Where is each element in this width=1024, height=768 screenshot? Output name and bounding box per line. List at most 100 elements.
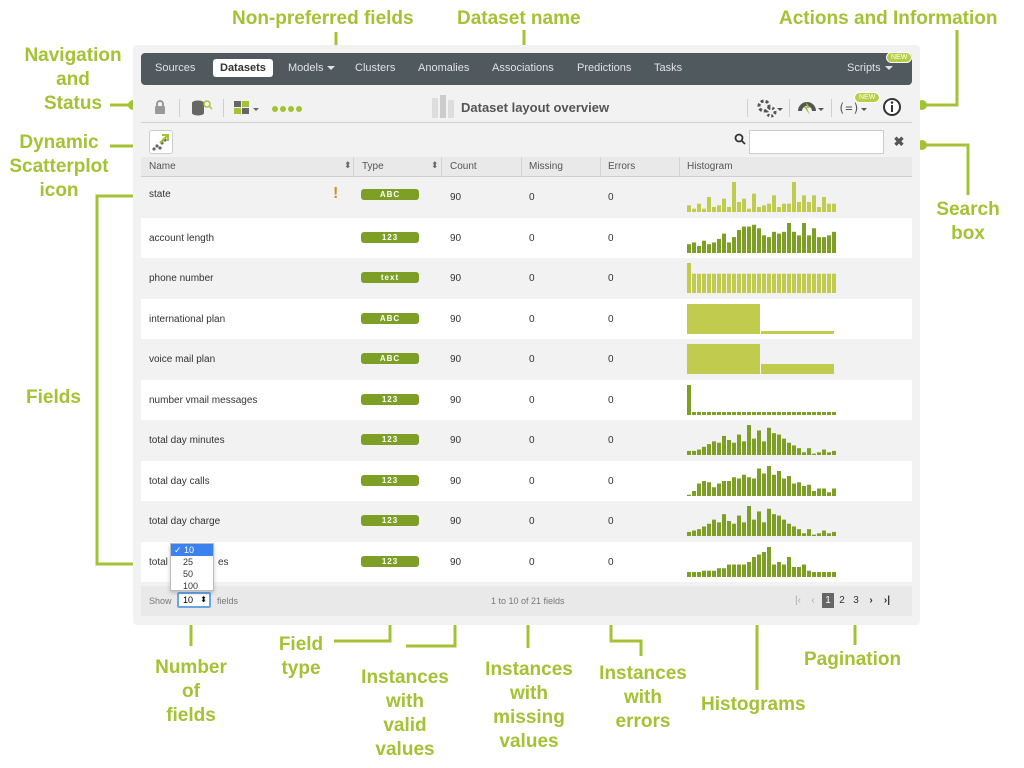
table-row[interactable]: international plan ABC 90 0 0: [141, 298, 912, 339]
field-histogram[interactable]: [687, 342, 837, 374]
histogram-bar: [827, 533, 831, 536]
fields-config-icon[interactable]: [233, 99, 261, 117]
histogram-bar: [812, 227, 816, 253]
page-1[interactable]: 1: [822, 593, 834, 608]
search-input[interactable]: [749, 130, 884, 154]
table-row[interactable]: state! ABC 90 0 0: [141, 177, 912, 218]
histogram-bar: [742, 474, 746, 496]
fields-per-page-select[interactable]: 10 ⬍: [177, 592, 211, 608]
field-histogram[interactable]: [687, 504, 837, 536]
histogram-bar: [692, 490, 696, 496]
nav-anomalies[interactable]: Anomalies: [418, 62, 470, 74]
page-2[interactable]: 2: [839, 595, 845, 606]
field-name[interactable]: total day charge: [149, 516, 221, 527]
dataset-search-icon[interactable]: [191, 99, 213, 117]
field-name[interactable]: account length: [149, 232, 215, 244]
histogram-bar: [747, 425, 751, 455]
nav-datasets[interactable]: Datasets: [213, 59, 273, 77]
header-divider: [521, 157, 522, 177]
field-name[interactable]: state: [149, 189, 171, 200]
field-count: 90: [450, 192, 462, 203]
table-row[interactable]: total day calls 123 90 0 0: [141, 460, 912, 501]
field-histogram[interactable]: [687, 261, 837, 293]
nav-clusters[interactable]: Clusters: [355, 62, 396, 74]
field-histogram[interactable]: [687, 180, 837, 212]
field-name[interactable]: total day minutes: [149, 435, 225, 446]
field-histogram[interactable]: [687, 302, 837, 334]
header-divider: [600, 157, 601, 177]
one-click-icon[interactable]: [797, 98, 825, 118]
field-histogram[interactable]: [687, 545, 837, 577]
table-row[interactable]: phone number text 90 0 0: [141, 258, 912, 299]
histogram-bar: [727, 440, 731, 455]
field-histogram[interactable]: [687, 383, 837, 415]
histogram-bar: [697, 273, 701, 293]
histogram-bar: [742, 564, 746, 577]
nav-associations[interactable]: Associations: [492, 62, 554, 74]
field-histogram[interactable]: [687, 221, 837, 253]
histogram-bar: [787, 556, 791, 577]
dataset-bars-icon: [432, 95, 454, 118]
dataset-title: Dataset layout overview: [461, 100, 610, 115]
field-missing: 0: [529, 354, 535, 365]
dropdown-option[interactable]: ✓ 10: [171, 544, 213, 556]
histogram-bar: [797, 448, 801, 455]
histogram-bar: [767, 465, 771, 496]
table-row[interactable]: total es 123 90 0 0: [141, 541, 912, 582]
next-page-icon[interactable]: ›: [869, 595, 873, 606]
histogram-bar: [827, 411, 831, 415]
histogram-bar: [802, 273, 806, 293]
dropdown-option[interactable]: 100: [183, 581, 199, 591]
nav-models[interactable]: Models: [288, 62, 336, 74]
dynamic-scatterplot-button[interactable]: [149, 130, 173, 154]
table-row[interactable]: total day minutes 123 90 0 0: [141, 420, 912, 461]
header-type[interactable]: Type: [362, 161, 384, 172]
field-histogram[interactable]: [687, 464, 837, 496]
field-name[interactable]: phone number: [149, 273, 214, 284]
nav-scripts[interactable]: Scripts: [847, 62, 893, 74]
table-row[interactable]: account length 123 90 0 0: [141, 217, 912, 258]
prev-page-icon[interactable]: ‹: [811, 595, 815, 606]
field-type-badge: 123: [361, 474, 419, 486]
configure-gears-icon[interactable]: [756, 98, 784, 118]
histogram-bar: [817, 273, 821, 293]
histogram-bar: [822, 571, 826, 577]
sort-icon[interactable]: ⬍: [344, 160, 352, 170]
dropdown-option[interactable]: 25: [183, 557, 194, 567]
range-text: 1 to 10 of 21 fields: [491, 596, 565, 606]
search-clear-icon[interactable]: ✖: [893, 134, 905, 149]
header-name[interactable]: Name: [149, 161, 176, 172]
info-icon[interactable]: [882, 97, 902, 117]
field-name[interactable]: voice mail plan: [149, 354, 216, 365]
field-name[interactable]: number vmail messages: [149, 394, 258, 406]
field-name[interactable]: international plan: [149, 313, 226, 325]
last-page-icon[interactable]: ›|: [883, 595, 891, 606]
field-type-badge: ABC: [361, 353, 419, 364]
field-name[interactable]: total: [149, 556, 168, 568]
histogram-bar: [792, 182, 796, 212]
table-row[interactable]: voice mail plan ABC 90 0 0: [141, 339, 912, 380]
histogram-bar: [717, 411, 721, 415]
more-dots-icon[interactable]: [271, 105, 303, 113]
field-histogram[interactable]: [687, 423, 837, 455]
scripts-formula-icon[interactable]: (=): [838, 98, 868, 118]
dropdown-option[interactable]: 50: [183, 569, 194, 579]
sort-icon[interactable]: ⬍: [431, 160, 439, 170]
chevron-down-icon: [884, 66, 893, 71]
histogram-bar: [807, 570, 811, 577]
field-name[interactable]: total day calls: [149, 475, 210, 487]
nav-predictions[interactable]: Predictions: [577, 62, 632, 74]
field-count: 90: [450, 273, 462, 284]
first-page-icon[interactable]: |‹: [795, 595, 801, 606]
nav-sources[interactable]: Sources: [155, 62, 196, 74]
histogram-bar: [717, 483, 721, 496]
lock-icon[interactable]: [153, 99, 167, 115]
histogram-bar: [787, 475, 791, 496]
page-3[interactable]: 3: [853, 595, 859, 606]
nav-tasks[interactable]: Tasks: [654, 62, 683, 74]
histogram-bar: [822, 236, 826, 253]
histogram-bar: [697, 449, 701, 455]
histogram-bar: [687, 303, 760, 334]
table-row[interactable]: total day charge 123 90 0 0: [141, 501, 912, 542]
table-row[interactable]: number vmail messages 123 90 0 0: [141, 379, 912, 420]
